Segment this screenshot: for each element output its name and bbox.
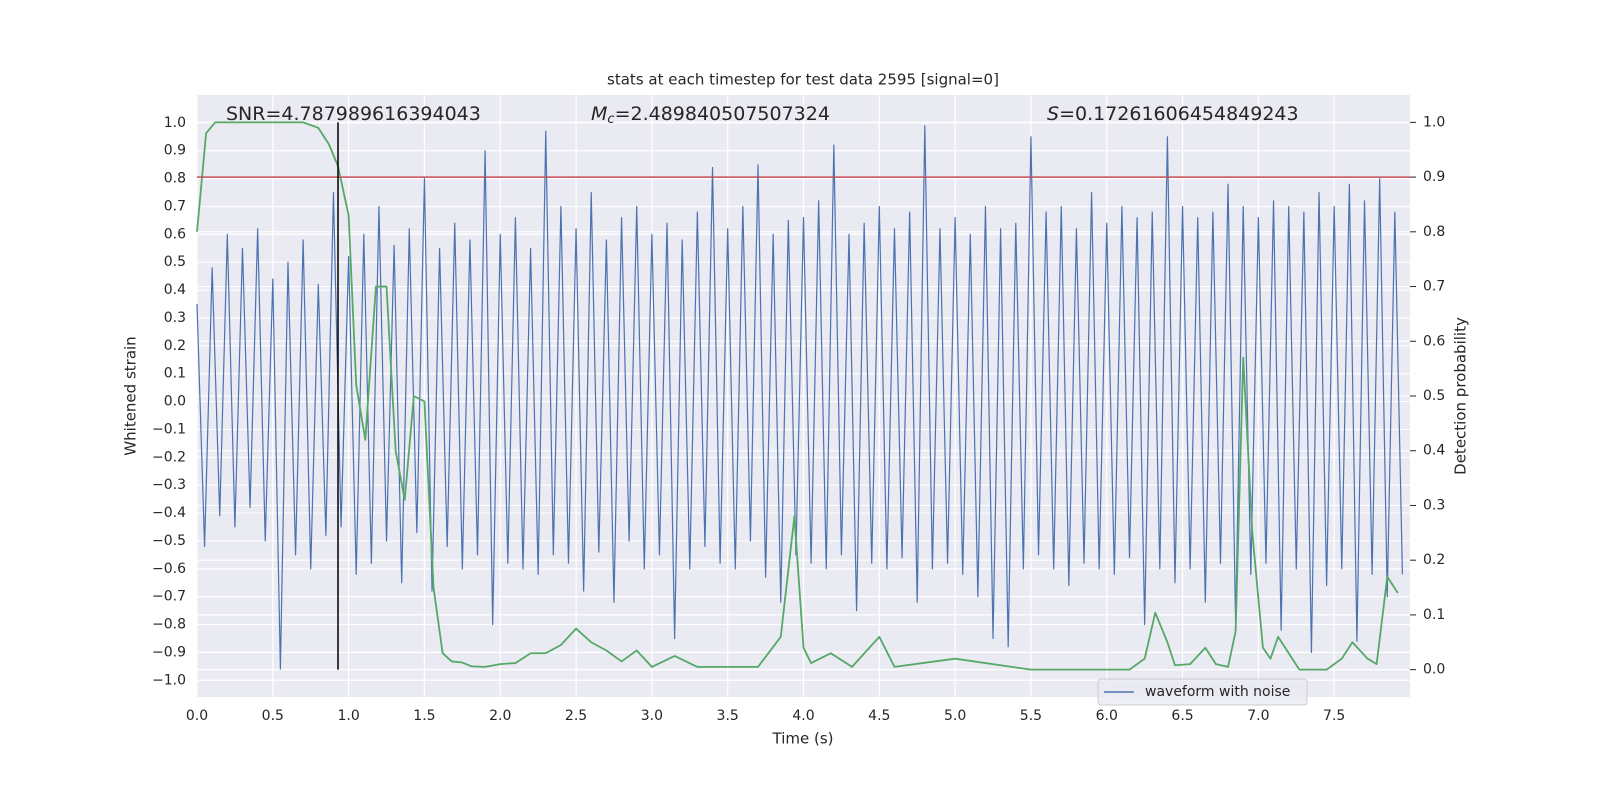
grid (196, 95, 1410, 697)
y-tick-label: −0.1 (152, 421, 186, 437)
y-tick-label: 0.6 (164, 226, 186, 242)
annotation-text: SNR=4.787989616394043 (226, 103, 481, 125)
y-tick-label: −0.6 (152, 561, 186, 577)
legend-box (1097, 678, 1308, 706)
y2-tick-label: 0.1 (1423, 607, 1445, 623)
annotation-text: =0.17261606454849243 (1059, 103, 1299, 125)
y2-tick-label: 0.5 (1423, 388, 1445, 404)
y-tick-label: −1.0 (152, 672, 186, 688)
y-tick-label: 1.0 (164, 115, 186, 131)
x-tick-label: 7.5 (1323, 708, 1345, 724)
y2-tick-label: 0.6 (1423, 333, 1445, 349)
y-tick-label: 0.2 (164, 338, 186, 354)
y-tick-label: −0.2 (152, 449, 186, 465)
y-tick-label: −0.4 (152, 505, 186, 521)
x-tick-label: 5.5 (1020, 708, 1042, 724)
y2-tick-label: 0.8 (1423, 224, 1445, 240)
x-tick-label: 1.5 (413, 708, 435, 724)
x-tick-label: 1.0 (337, 708, 359, 724)
x-tick-label: 0.5 (262, 708, 284, 724)
annotation-subscript: c (607, 112, 614, 127)
series-line (196, 125, 1404, 670)
y-tick-label: −0.8 (152, 617, 186, 633)
series-line (196, 121, 1399, 671)
annotation: S=0.17261606454849243 (1047, 103, 1299, 125)
annotation: Mc=2.489840507507324 (591, 103, 830, 127)
x-tick-label: 4.0 (792, 708, 814, 724)
y-tick-label: 0.4 (164, 282, 186, 298)
annotation-text: =2.489840507507324 (615, 103, 830, 125)
y-tick-label: 0.0 (164, 394, 186, 410)
y2-tick-label: 0.7 (1423, 279, 1445, 295)
x-tick-label: 2.5 (565, 708, 587, 724)
y-tick-label: −0.3 (152, 477, 186, 493)
y2-axis-label: Detection probability (1452, 317, 1470, 475)
x-tick-label: 2.0 (489, 708, 511, 724)
x-tick-label: 3.0 (641, 708, 663, 724)
x-tick-label: 6.0 (1096, 708, 1118, 724)
y-tick-label: 0.9 (164, 143, 186, 159)
annotation: SNR=4.787989616394043 (226, 103, 481, 125)
plot (196, 121, 1410, 671)
y-tick-label: −0.9 (152, 644, 186, 660)
annotation-symbol: S (1047, 103, 1059, 125)
legend-label: waveform with noise (1145, 684, 1290, 700)
annotation-symbol: M (591, 103, 607, 125)
y-tick-label: −0.7 (152, 589, 186, 605)
y-tick-label: 0.8 (164, 171, 186, 187)
x-tick-label: 5.0 (944, 708, 966, 724)
chart-title: stats at each timestep for test data 259… (607, 71, 999, 89)
x-tick-label: 6.5 (1171, 708, 1193, 724)
y-axis-label: Whitened strain (122, 336, 140, 455)
y-tick-label: 0.7 (164, 198, 186, 214)
y-tick-label: 0.3 (164, 310, 186, 326)
x-tick-label: 4.5 (868, 708, 890, 724)
labels: 0.0 0.5 1.0 1.5 2.0 2.5 3.0 3.5 4.0 4.5 5.0 5.5 6.0 6… (152, 103, 1445, 725)
x-tick-label: 7.0 (1247, 708, 1269, 724)
x-tick-label: 3.5 (717, 708, 739, 724)
y2-tick-label: 1.0 (1423, 114, 1445, 130)
y2-tick-label: 0.3 (1423, 497, 1445, 513)
y-tick-label: 0.1 (164, 366, 186, 382)
y-tick-label: 0.5 (164, 254, 186, 270)
y2-tick-label: 0.9 (1423, 169, 1445, 185)
y2-tick-label: 0.2 (1423, 552, 1445, 568)
y2-tick-label: 0.4 (1423, 443, 1445, 459)
x-axis-label: Time (s) (772, 730, 834, 748)
x-tick-label: 0.0 (186, 708, 208, 724)
y2-tick-label: 0.0 (1423, 662, 1445, 678)
y-tick-label: −0.5 (152, 533, 186, 549)
